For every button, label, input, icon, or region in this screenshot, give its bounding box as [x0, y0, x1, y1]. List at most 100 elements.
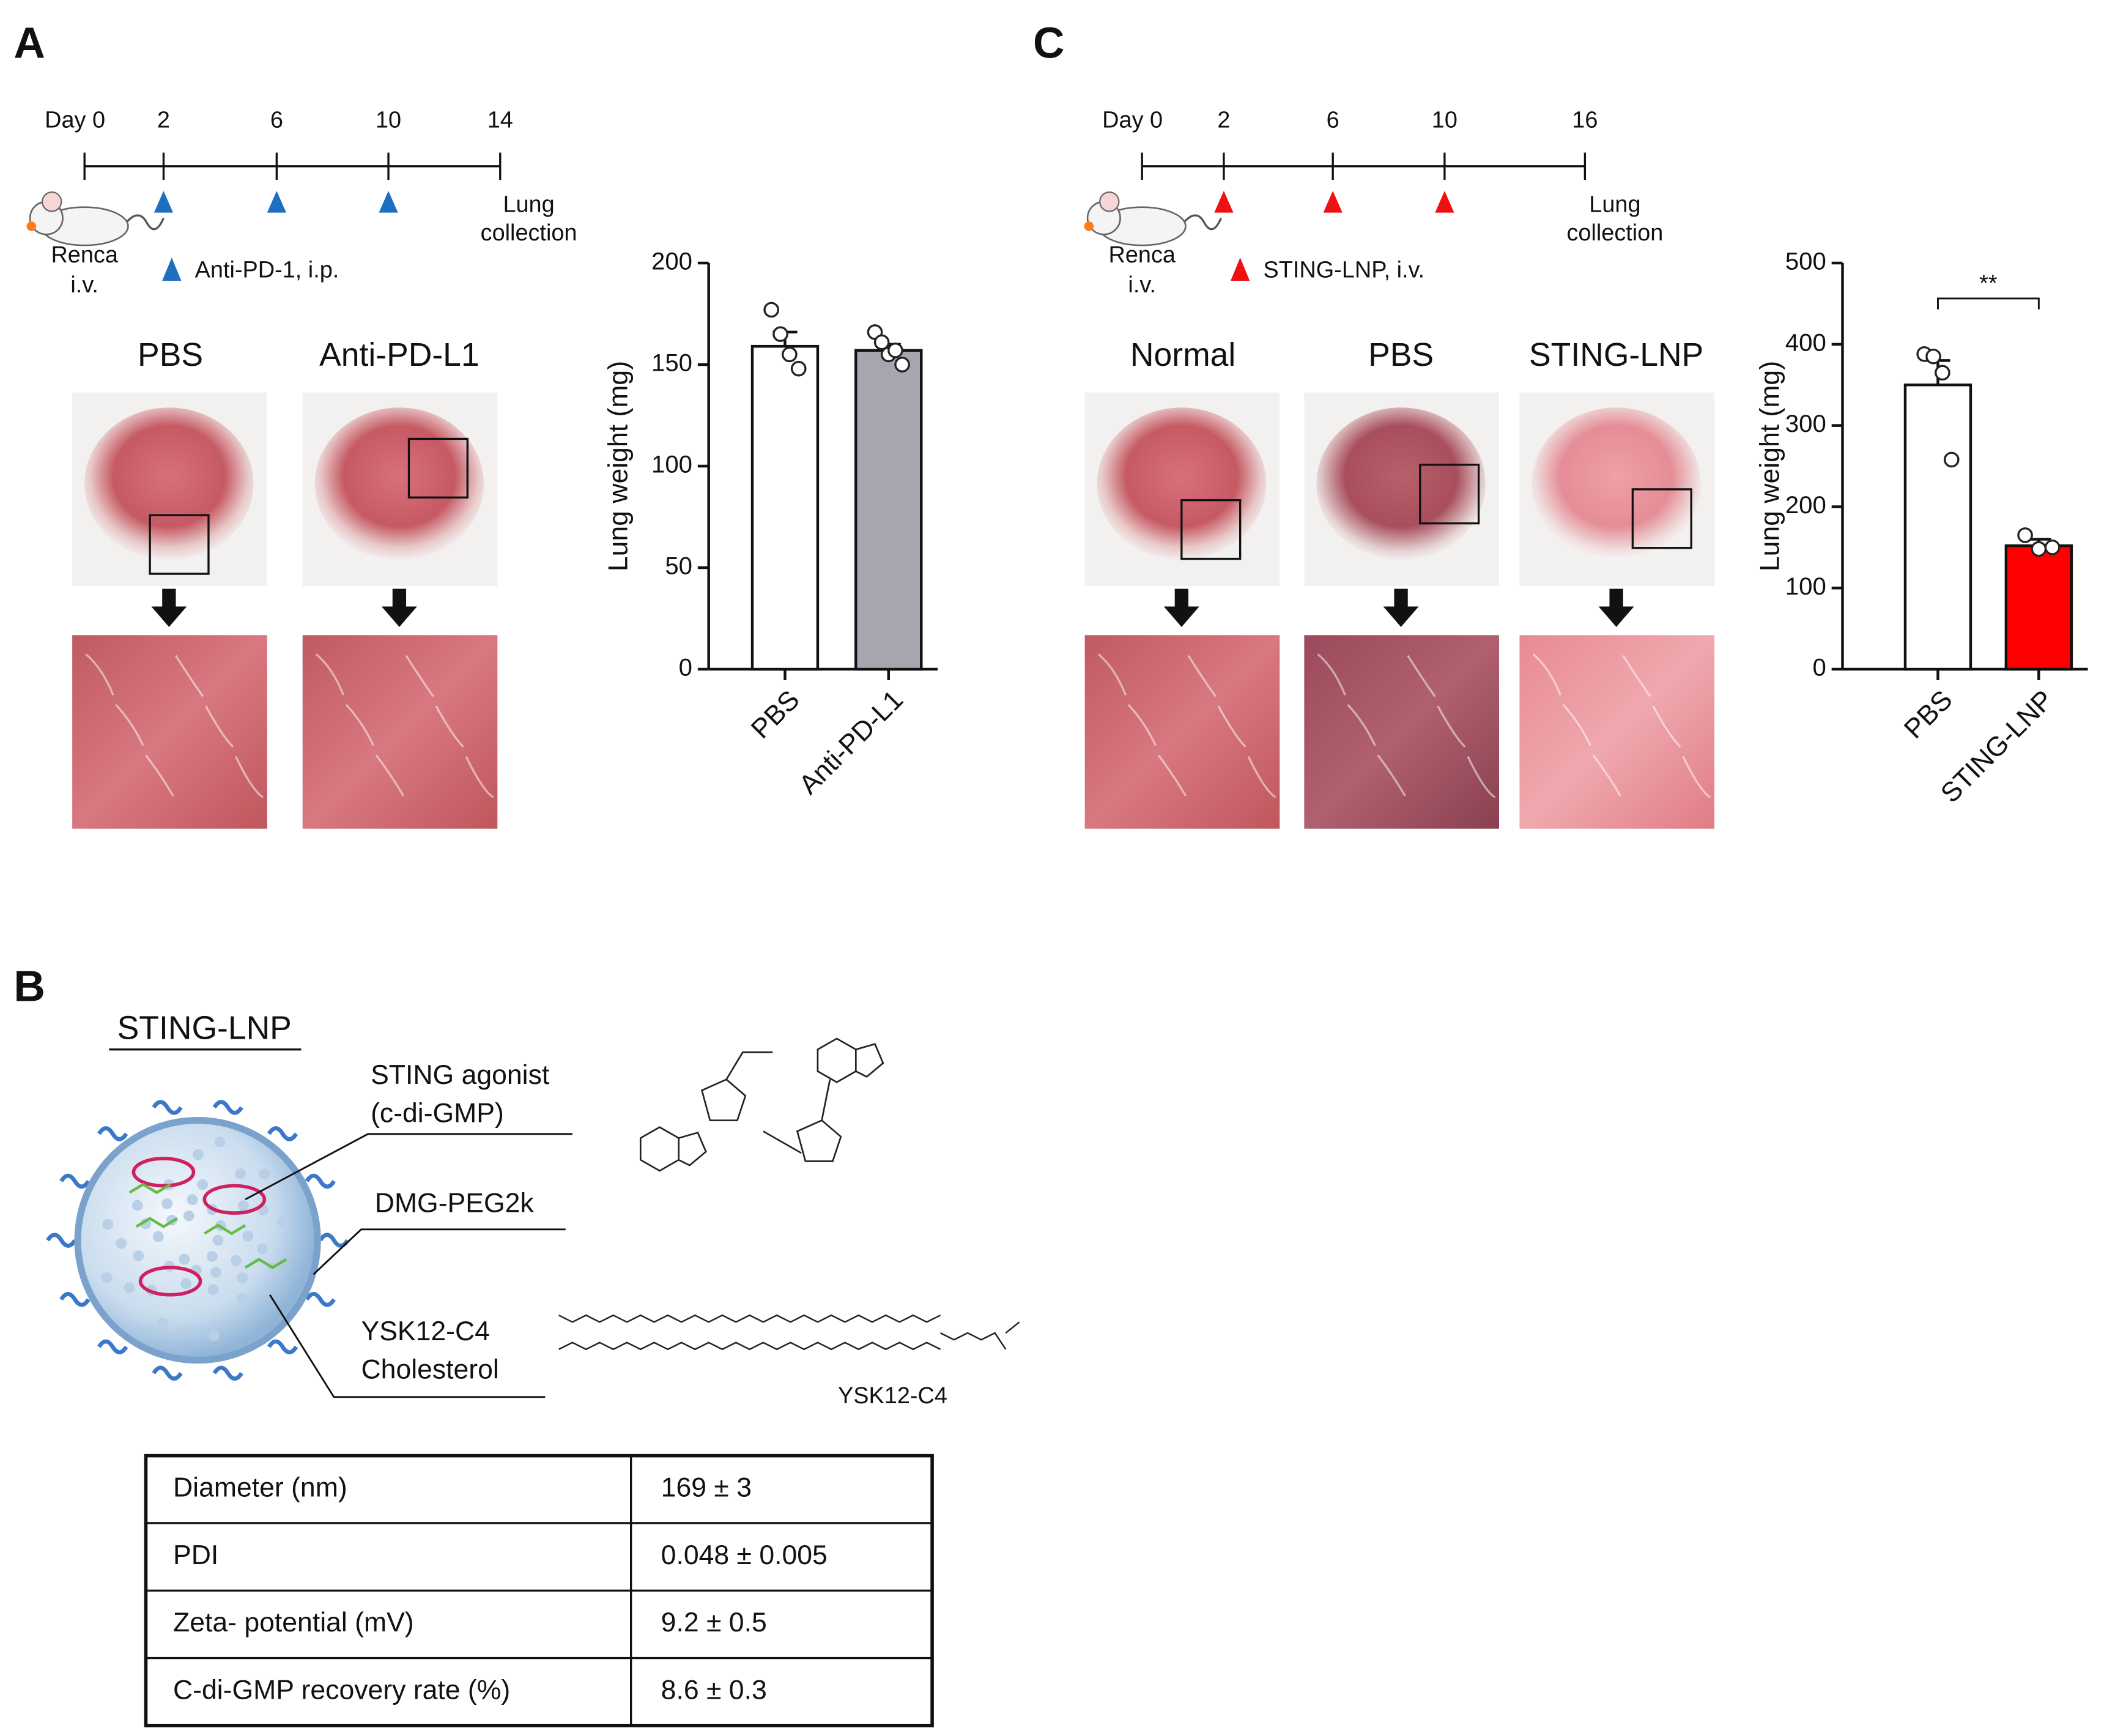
zoom-box — [1180, 499, 1242, 560]
zoom-texture — [115, 703, 144, 746]
peg-chain — [267, 1126, 298, 1141]
zoom-texture — [1187, 655, 1217, 697]
lipid-head — [237, 1293, 248, 1305]
label: Anti-PD-L1 — [319, 337, 480, 373]
lung-photo — [84, 407, 254, 560]
label: C — [1033, 19, 1065, 68]
x-tick-label: Anti-PD-L1 — [793, 684, 909, 800]
lipid-head — [133, 1250, 144, 1261]
arrow-shaft — [392, 588, 407, 608]
y-tick-label: 0 — [1812, 655, 1826, 681]
legend-marker — [1231, 258, 1250, 281]
lipid-head — [180, 1278, 191, 1289]
y-axis-label: Lung weight (mg) — [1755, 361, 1785, 571]
label: Day 0 — [45, 107, 105, 133]
y-tick-label: 100 — [651, 451, 692, 478]
peg-chain — [305, 1292, 336, 1307]
mouse-ear — [1099, 191, 1120, 212]
zoom-texture — [175, 655, 204, 697]
label: i.v. — [1128, 272, 1156, 298]
label: 8.6 ± 0.3 — [661, 1675, 767, 1705]
lipid-head — [212, 1234, 224, 1246]
zoom-texture — [1562, 703, 1591, 746]
zoom-texture — [1407, 655, 1436, 697]
label: Renca — [51, 242, 118, 268]
label: Normal — [1130, 337, 1235, 373]
zoom-texture — [1592, 754, 1621, 797]
peg-chain — [152, 1365, 183, 1381]
mouse-tail — [124, 214, 165, 231]
lipid-structure — [558, 1314, 941, 1323]
dose-marker — [379, 190, 398, 213]
label: 2 — [1217, 107, 1230, 133]
lung-photo — [1097, 407, 1266, 560]
lipid-head — [197, 1179, 209, 1190]
peg-chain — [97, 1339, 128, 1355]
peg-chain — [267, 1339, 298, 1355]
data-point — [772, 326, 788, 343]
lipid-head — [161, 1198, 173, 1209]
zoom-texture — [145, 754, 174, 797]
label: 9.2 ± 0.5 — [661, 1608, 767, 1638]
lipid-head — [102, 1219, 114, 1230]
lung-photo — [1316, 407, 1486, 560]
arrow-head — [381, 606, 417, 627]
lipid-head — [210, 1266, 221, 1278]
label: 16 — [1572, 107, 1598, 133]
lipid-tail — [204, 1223, 246, 1236]
zoom-texture — [1467, 755, 1496, 798]
zoom-texture — [1682, 755, 1711, 798]
cdgmp-cluster — [202, 1184, 267, 1215]
data-point — [873, 334, 890, 351]
lipid-head — [131, 1200, 143, 1211]
zoom-texture — [1532, 653, 1561, 696]
lipid-head — [187, 1194, 198, 1206]
zoom-texture — [465, 755, 494, 798]
label: 14 — [487, 107, 513, 133]
label: YSK12-C4 — [361, 1316, 490, 1346]
label: Lung — [1589, 191, 1640, 217]
lipid-head — [179, 1253, 190, 1265]
zoom-texture — [1377, 754, 1406, 797]
lipid-head — [259, 1168, 270, 1180]
bar — [750, 344, 820, 671]
arrow-head — [1383, 606, 1419, 627]
lung-photo — [314, 407, 484, 560]
zoom-texture — [1437, 705, 1466, 748]
arrow-shaft — [1394, 588, 1408, 608]
lipid-head — [157, 1318, 169, 1329]
mouse-nose — [1084, 221, 1094, 231]
mouse-tail — [1182, 214, 1223, 231]
zoom-photo — [1304, 635, 1500, 829]
y-tick-label: 400 — [1785, 329, 1826, 356]
arrow-shaft — [1609, 588, 1623, 608]
label: 6 — [1327, 107, 1339, 133]
peg-chain — [152, 1100, 183, 1115]
zoom-texture — [1127, 703, 1157, 746]
y-tick-label: 500 — [1785, 248, 1826, 275]
peg-chain — [46, 1233, 77, 1248]
zoom-texture — [1652, 705, 1681, 748]
lipid-head — [207, 1251, 218, 1262]
zoom-photo — [72, 635, 267, 829]
lipid-head — [277, 1216, 289, 1227]
x-tick-label: PBS — [746, 684, 806, 744]
y-tick-label: 200 — [651, 248, 692, 275]
lipid-head — [237, 1272, 248, 1284]
y-tick-label: 0 — [679, 655, 692, 681]
label: C-di-GMP recovery rate (%) — [173, 1675, 510, 1705]
label: 10 — [376, 107, 401, 133]
leader-line — [245, 1133, 572, 1201]
mouse-ear — [41, 191, 62, 212]
zoom-texture — [85, 653, 114, 696]
arrow-shaft — [162, 588, 176, 608]
label: 169 ± 3 — [661, 1473, 752, 1503]
label: collection — [1566, 220, 1663, 246]
label: 10 — [1432, 107, 1457, 133]
label: collection — [481, 220, 577, 246]
peg-chain — [318, 1233, 350, 1248]
zoom-box — [1419, 464, 1480, 525]
zoom-texture — [1157, 754, 1187, 797]
lipid-tail — [128, 1182, 171, 1195]
leader-line — [313, 1228, 566, 1275]
